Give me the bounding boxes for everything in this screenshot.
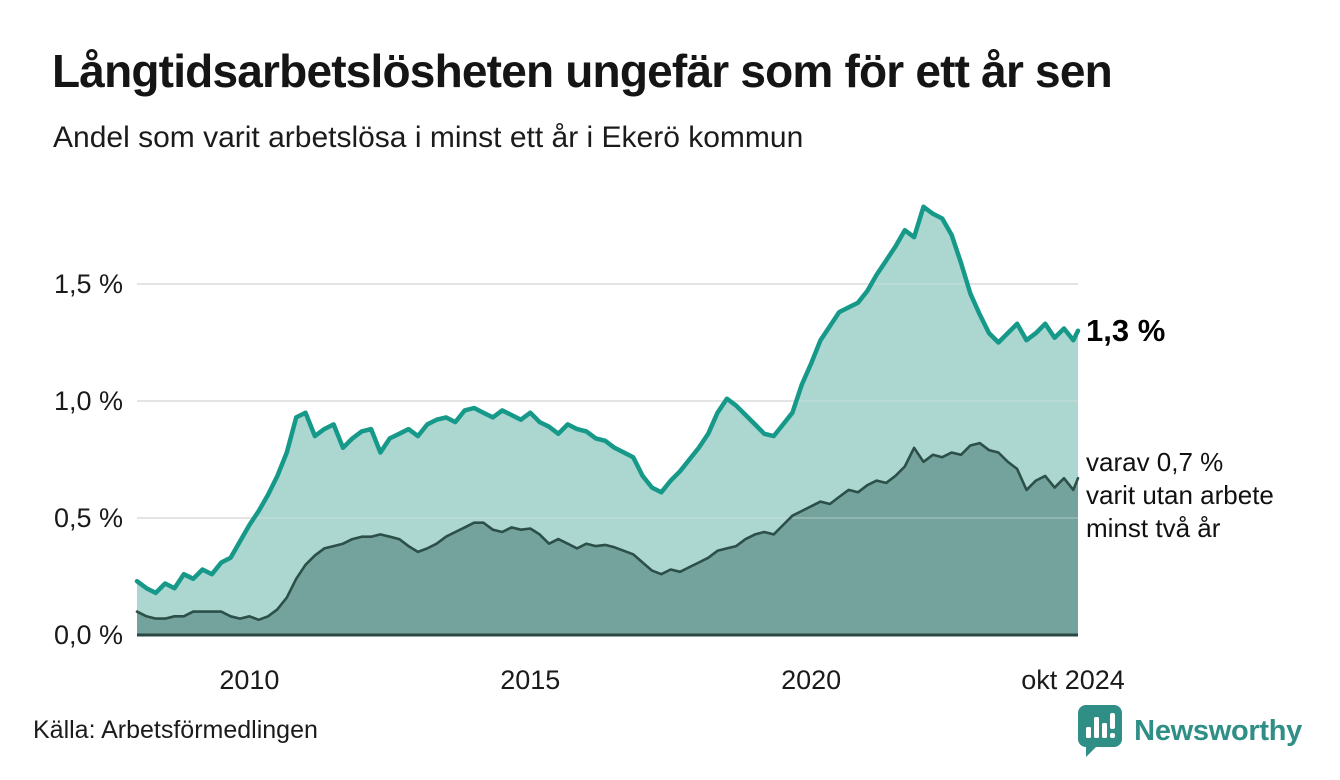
annotation-two-years-line2: varit utan arbete	[1086, 480, 1274, 511]
y-tick-label: 1,5 %	[54, 269, 123, 299]
x-tick-label: 2010	[219, 665, 279, 695]
y-tick-label: 1,0 %	[54, 386, 123, 416]
annotation-two-years-line1: varav 0,7 %	[1086, 447, 1224, 477]
bar-chart-speech-bubble-icon	[1078, 705, 1123, 757]
newsworthy-brand: Newsworthy	[1076, 702, 1302, 760]
page-subtitle: Andel som varit arbetslösa i minst ett å…	[53, 121, 804, 154]
annotation-latest-total: 1,3 %	[1086, 313, 1166, 348]
newsworthy-wordmark: Newsworthy	[1134, 714, 1302, 747]
x-tick-label: 2015	[500, 665, 560, 695]
y-tick-label: 0,0 %	[54, 620, 123, 650]
source-note: Källa: Arbetsförmedlingen	[33, 716, 318, 744]
x-tick-label: 2020	[781, 665, 841, 695]
page-title: Långtidsarbetslösheten ungefär som för e…	[52, 45, 1113, 97]
annotation-two-years: varav 0,7 % varit utan arbete minst två …	[1086, 446, 1326, 545]
x-tick-label: okt 2024	[1021, 665, 1125, 695]
y-tick-label: 0,5 %	[54, 503, 123, 533]
annotation-two-years-line3: minst två år	[1086, 513, 1221, 544]
